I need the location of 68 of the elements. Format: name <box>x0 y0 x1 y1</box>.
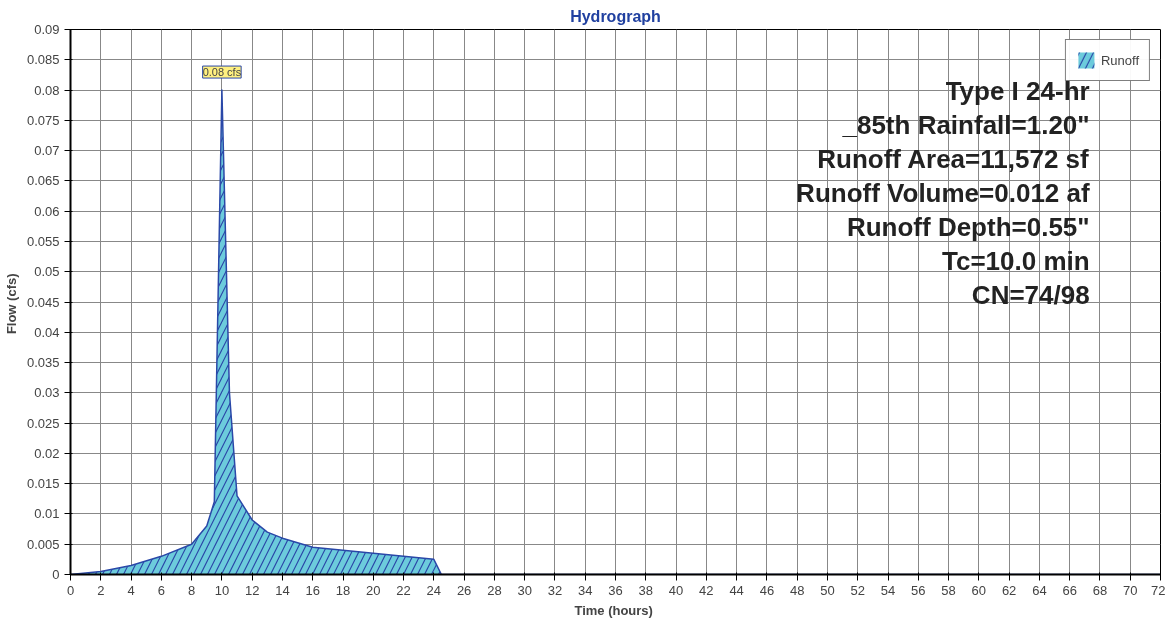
y-axis-title: Flow (cfs) <box>3 273 19 335</box>
x-tick-label: 18 <box>335 582 351 598</box>
x-tick-label: 62 <box>1001 582 1017 598</box>
x-tick-label: 2 <box>97 582 105 598</box>
y-tick-label: 0.07 <box>34 143 60 159</box>
x-tick-label: 0 <box>66 582 75 598</box>
y-tick-label: 0.085 <box>26 52 60 68</box>
y-tick-label: 0.01 <box>34 506 60 522</box>
x-tick-label: 4 <box>127 582 135 598</box>
x-tick-label: 72 <box>1151 582 1166 598</box>
x-tick-label: 10 <box>214 582 230 598</box>
x-tick-label: 30 <box>517 582 532 598</box>
annotation: Runoff Area=11,572 sf <box>817 143 1090 174</box>
y-tick-label: 0.015 <box>26 476 60 492</box>
y-tick-label: 0.035 <box>26 355 60 371</box>
annotation: 0.08 cfs <box>202 66 242 79</box>
annotation: Type I 24-hr <box>945 75 1090 106</box>
x-tick-label: 28 <box>487 582 502 598</box>
x-tick-label: 48 <box>789 582 805 598</box>
x-tick-label: 42 <box>699 582 714 598</box>
x-tick-label: 58 <box>941 582 956 598</box>
x-tick-label: 14 <box>275 582 290 598</box>
x-tick-label: 26 <box>456 582 472 598</box>
annotation: CN=74/98 <box>971 279 1090 310</box>
annotation: Runoff Depth=0.55" <box>846 211 1090 242</box>
chart-title: Hydrograph <box>570 7 661 25</box>
x-tick-label: 16 <box>305 582 320 598</box>
x-tick-label: 34 <box>577 582 593 598</box>
x-tick-label: 40 <box>668 582 684 598</box>
y-tick-label: 0.05 <box>34 264 60 280</box>
y-tick-label: 0.045 <box>26 294 60 310</box>
x-tick-label: 56 <box>911 582 926 598</box>
y-tick-label: 0.065 <box>26 173 60 189</box>
y-tick-label: 0 <box>52 567 60 582</box>
x-tick-label: 64 <box>1032 582 1047 598</box>
annotation: _85th Rainfall=1.20" <box>841 109 1090 140</box>
y-tick-label: 0.025 <box>26 415 60 431</box>
x-tick-label: 46 <box>759 582 775 598</box>
x-tick-label: 38 <box>638 582 654 598</box>
x-axis-title: Time (hours) <box>574 602 653 618</box>
x-tick-label: 12 <box>244 582 260 598</box>
x-tick-label: 66 <box>1062 582 1077 598</box>
x-tick-label: 50 <box>820 582 835 598</box>
legend-label: Runoff <box>1100 52 1139 68</box>
annotation: Tc=10.0 min <box>942 245 1090 276</box>
x-tick-label: 52 <box>850 582 865 598</box>
y-tick-label: 0.06 <box>34 203 60 219</box>
x-tick-label: 6 <box>157 582 165 598</box>
y-tick-label: 0.04 <box>34 324 60 340</box>
x-tick-label: 54 <box>880 582 896 598</box>
x-tick-label: 68 <box>1092 582 1108 598</box>
x-tick-label: 44 <box>729 582 744 598</box>
y-tick-label: 0.03 <box>34 385 60 401</box>
x-tick-label: 8 <box>188 582 196 598</box>
y-tick-label: 0.005 <box>26 536 60 552</box>
x-tick-label: 22 <box>396 582 411 598</box>
y-tick-label: 0.09 <box>34 22 60 37</box>
x-tick-label: 24 <box>426 582 442 598</box>
y-tick-label: 0.02 <box>34 445 60 461</box>
y-tick-label: 0.055 <box>26 233 60 249</box>
y-tick-label: 0.075 <box>26 112 60 128</box>
x-tick-label: 36 <box>608 582 623 598</box>
x-tick-label: 60 <box>971 582 987 598</box>
y-tick-label: 0.08 <box>34 82 60 98</box>
x-tick-label: 70 <box>1122 582 1138 598</box>
annotation: Runoff Volume=0.012 af <box>796 177 1090 208</box>
x-tick-label: 32 <box>547 582 563 598</box>
x-tick-label: 20 <box>366 582 381 598</box>
